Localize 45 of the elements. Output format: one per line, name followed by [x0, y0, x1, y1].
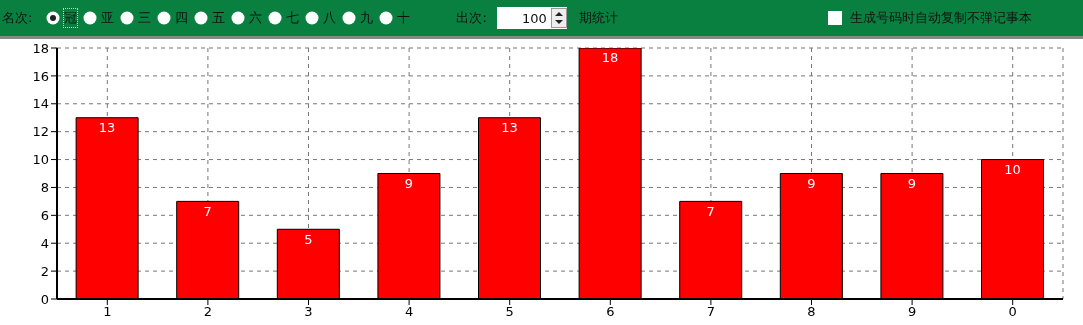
- x-tick-label: 2: [203, 304, 213, 320]
- y-tick-label: 10: [32, 152, 49, 168]
- text: 三: [138, 9, 152, 27]
- y-tick-label: 0: [40, 291, 49, 307]
- y-tick-label: 18: [32, 40, 49, 56]
- y-tick-label: 6: [40, 207, 49, 223]
- data-label: 5: [304, 231, 313, 247]
- data-label: 7: [706, 203, 715, 219]
- y-tick-label: 12: [32, 124, 49, 140]
- text: 冠: [64, 9, 78, 27]
- data-label: 10: [1004, 161, 1021, 177]
- y-tick-label: 8: [40, 180, 49, 196]
- text: 六: [249, 9, 263, 27]
- text: 100: [521, 10, 547, 26]
- text: 八: [323, 9, 337, 27]
- x-tick-label: 8: [807, 304, 816, 320]
- data-label: 9: [907, 175, 917, 191]
- text: 七: [286, 9, 300, 27]
- text: 四: [175, 9, 189, 27]
- x-tick-label: 9: [907, 304, 917, 320]
- text: 亚: [101, 9, 115, 27]
- data-label: 18: [601, 50, 619, 66]
- x-tick-label: 7: [706, 304, 716, 320]
- data-label: 9: [807, 175, 816, 191]
- text: 生成号码时自动复制不弹记事本: [849, 9, 1032, 27]
- data-label: 13: [98, 119, 116, 135]
- y-tick-label: 16: [32, 68, 49, 84]
- text: 五: [212, 9, 226, 27]
- data-label: 9: [404, 175, 414, 191]
- text: 名次:: [2, 9, 33, 27]
- data-label: 13: [501, 119, 518, 135]
- x-tick-label: 3: [304, 304, 313, 320]
- x-tick-label: 1: [103, 304, 112, 320]
- text: 期统计: [578, 9, 618, 27]
- text: 九: [360, 9, 374, 27]
- text: 十: [397, 9, 411, 27]
- y-tick-label: 2: [40, 263, 49, 279]
- x-tick-label: 0: [1008, 304, 1017, 320]
- y-tick-label: 14: [32, 96, 49, 112]
- x-tick-label: 5: [505, 304, 514, 320]
- text: 出次:: [456, 9, 487, 27]
- data-label: 7: [203, 203, 212, 219]
- x-tick-label: 6: [606, 304, 615, 320]
- x-tick-label: 4: [404, 304, 414, 320]
- y-tick-label: 4: [40, 235, 49, 251]
